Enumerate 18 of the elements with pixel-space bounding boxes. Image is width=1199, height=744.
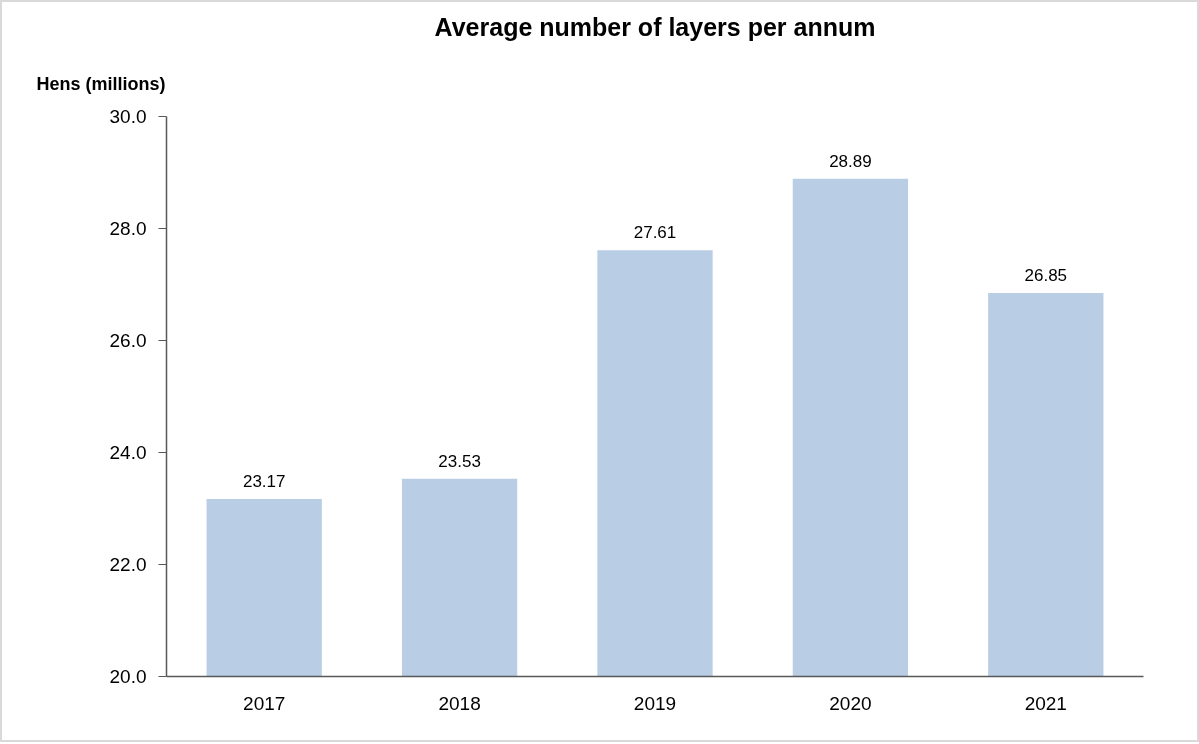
y-tick-label: 30.0 bbox=[109, 106, 147, 127]
x-tick-label: 2019 bbox=[633, 692, 677, 714]
data-label: 23.53 bbox=[438, 451, 481, 471]
y-axis-title: Hens (millions) bbox=[36, 73, 166, 94]
y-tick-label: 28.0 bbox=[109, 218, 147, 239]
y-tick-label: 24.0 bbox=[109, 442, 147, 463]
x-tick-label: 2017 bbox=[243, 692, 286, 714]
y-tick-label: 26.0 bbox=[109, 330, 147, 351]
x-tick-label: 2018 bbox=[438, 692, 481, 714]
data-label: 23.17 bbox=[242, 471, 286, 491]
y-tick-label: 22.0 bbox=[109, 554, 147, 575]
x-tick-label: 2020 bbox=[829, 692, 872, 714]
chart-title: Average number of layers per annum bbox=[434, 12, 876, 41]
data-label: 27.61 bbox=[633, 223, 677, 243]
data-label: 28.89 bbox=[829, 151, 872, 171]
data-label: 26.85 bbox=[1024, 265, 1068, 285]
y-tick-label: 20.0 bbox=[109, 666, 147, 687]
x-tick-label: 2021 bbox=[1024, 692, 1067, 714]
